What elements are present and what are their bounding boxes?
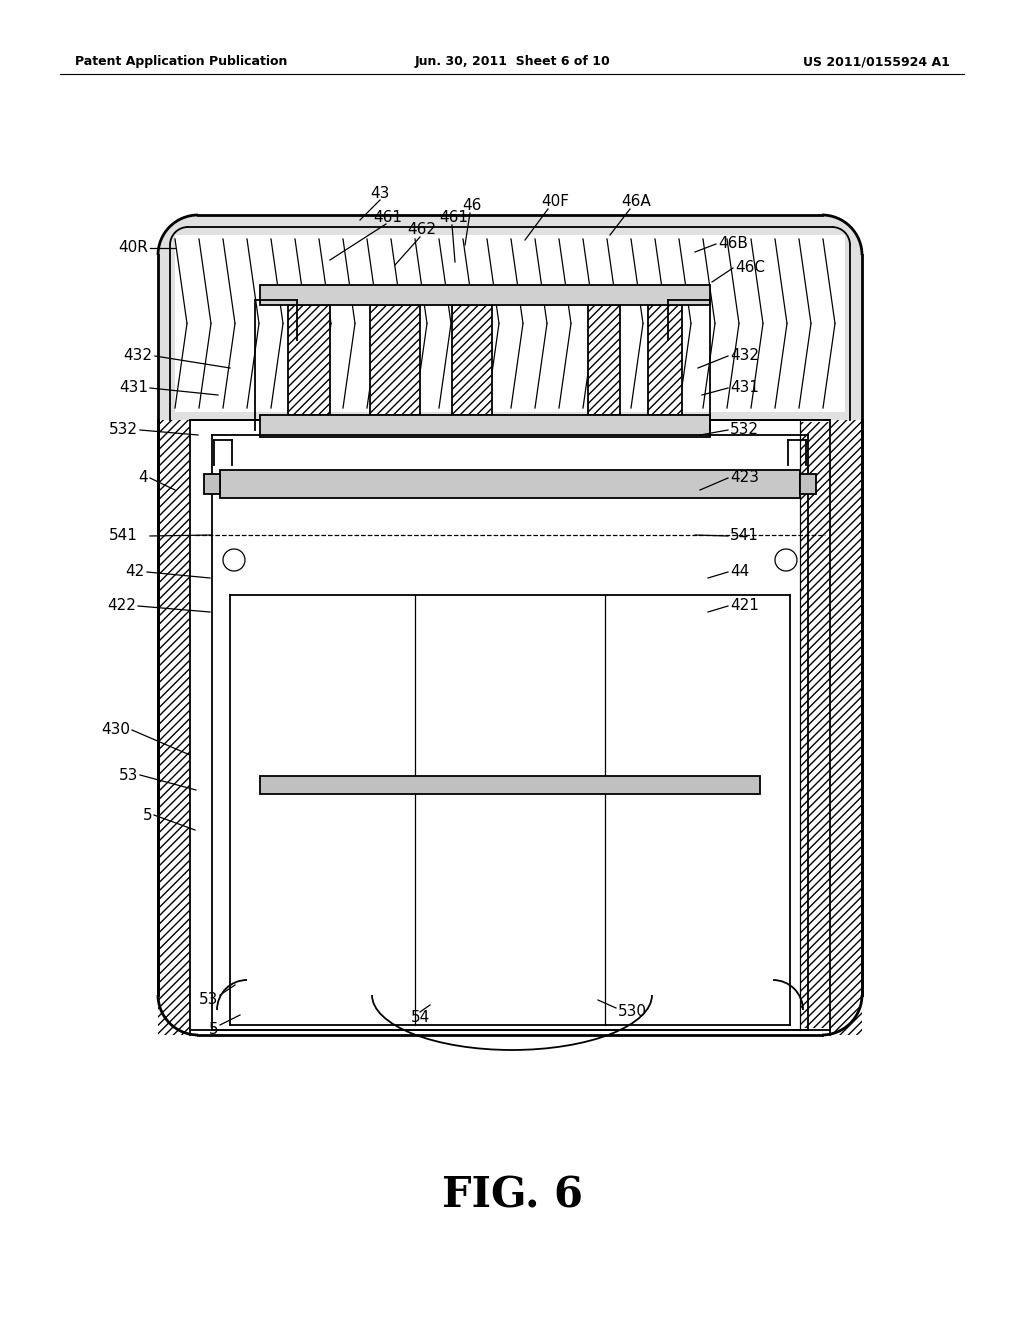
Text: 541: 541 [110,528,138,544]
Text: 461: 461 [439,210,469,226]
Text: 532: 532 [730,422,759,437]
Text: 421: 421 [730,598,759,614]
Text: 40F: 40F [541,194,569,210]
Bar [800,474,816,494]
Text: Jun. 30, 2011  Sheet 6 of 10: Jun. 30, 2011 Sheet 6 of 10 [414,55,610,69]
Text: 53: 53 [119,767,138,783]
Bar [800,422,830,1028]
Text: 462: 462 [408,223,436,238]
Circle shape [775,549,797,572]
Text: 423: 423 [730,470,759,486]
Text: 430: 430 [101,722,130,738]
Text: 46A: 46A [622,194,651,210]
Bar [260,414,710,437]
Text: 46C: 46C [735,260,765,276]
Text: FIG. 6: FIG. 6 [441,1173,583,1216]
Text: 4: 4 [138,470,148,486]
Text: 431: 431 [119,380,148,396]
Text: 44: 44 [730,565,750,579]
Text: 431: 431 [730,380,759,396]
Bar [158,420,190,1035]
Text: 432: 432 [123,348,152,363]
Text: 461: 461 [374,210,402,224]
Text: 5: 5 [142,808,152,822]
Text: 422: 422 [108,598,136,614]
Text: 541: 541 [730,528,759,544]
Text: 5: 5 [208,1023,218,1038]
Text: 42: 42 [126,565,145,579]
Bar [830,420,862,1035]
Text: 40R: 40R [118,240,148,256]
Text: 43: 43 [371,186,390,201]
Text: 530: 530 [618,1005,647,1019]
Bar [204,474,220,494]
Text: 532: 532 [109,422,138,437]
Bar [288,305,330,414]
Bar [370,305,420,414]
Bar [452,305,492,414]
Circle shape [223,549,245,572]
Text: 432: 432 [730,348,759,363]
Text: 54: 54 [411,1011,430,1026]
Text: 46: 46 [462,198,481,214]
Bar [588,305,620,414]
Bar [648,305,682,414]
Text: 53: 53 [199,993,218,1007]
Bar [260,285,710,305]
Text: US 2011/0155924 A1: US 2011/0155924 A1 [803,55,950,69]
Bar [175,235,845,412]
Polygon shape [158,215,862,420]
Text: 46B: 46B [718,236,748,252]
Bar [220,470,800,498]
Text: Patent Application Publication: Patent Application Publication [75,55,288,69]
Bar [260,776,760,793]
